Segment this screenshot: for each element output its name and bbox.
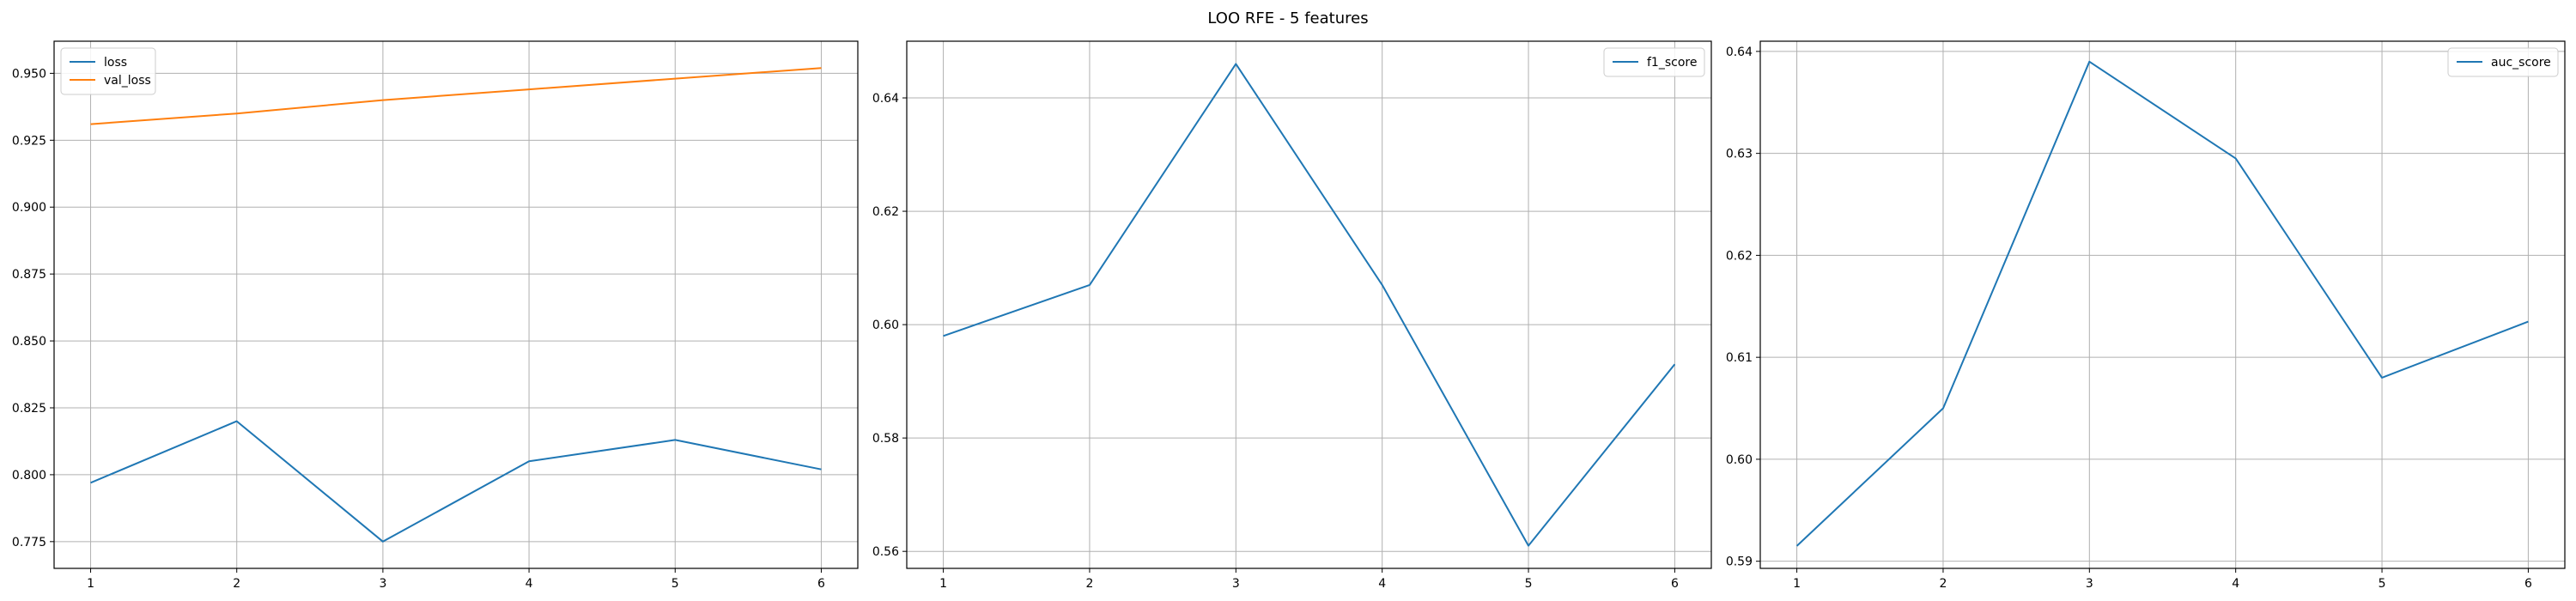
x-tick-label: 1 xyxy=(1793,577,1801,591)
y-tick-label: 0.61 xyxy=(1726,351,1753,365)
y-tick-label: 0.825 xyxy=(12,402,46,416)
legend-label: loss xyxy=(104,56,127,70)
auc-score-chart-panel: 1 2 3 4 5 6 0.59 0.60 0.61 0.62 0.63 0.64 auc_score xyxy=(1726,40,2566,591)
legend: f1_score xyxy=(1603,47,1705,77)
y-tick-label: 0.925 xyxy=(12,134,46,148)
x-tick-label: 6 xyxy=(817,577,825,591)
x-tick-label: 1 xyxy=(87,577,94,591)
y-tick-label: 0.800 xyxy=(12,469,46,483)
series-line-loss xyxy=(90,420,822,543)
y-tick-label: 0.950 xyxy=(12,67,46,81)
x-tick-label: 5 xyxy=(1525,577,1533,591)
legend-box xyxy=(2447,47,2559,77)
figure-title: LOO RFE - 5 features xyxy=(1207,9,1368,27)
legend-box xyxy=(1603,47,1705,77)
x-tick-label: 6 xyxy=(2524,577,2532,591)
legend-label: auc_score xyxy=(2491,56,2551,70)
y-tick-label: 0.900 xyxy=(12,201,46,215)
x-tick-label: 5 xyxy=(2379,577,2386,591)
y-tick-label: 0.58 xyxy=(872,432,899,446)
series-line-val-loss xyxy=(90,67,822,125)
y-tick-label: 0.60 xyxy=(1726,453,1753,467)
x-tick-label: 6 xyxy=(1671,577,1679,591)
x-tick-label: 1 xyxy=(939,577,947,591)
y-tick-label: 0.59 xyxy=(1726,555,1753,569)
f1-score-chart-panel: 1 2 3 4 5 6 0.56 0.58 0.60 0.62 0.64 f1_score xyxy=(872,40,1712,591)
series-line-auc-score xyxy=(1795,60,2529,547)
axes-frame xyxy=(1759,40,2566,569)
series-line-f1-score xyxy=(943,63,1676,547)
legend-label: val_loss xyxy=(104,74,151,88)
axes-frame xyxy=(53,40,859,569)
y-tick-label: 0.64 xyxy=(1726,46,1753,59)
legend-box xyxy=(60,47,156,95)
x-tick-label: 2 xyxy=(1085,577,1093,591)
x-tick-label: 3 xyxy=(2086,577,2093,591)
y-tick-label: 0.62 xyxy=(872,205,899,219)
y-tick-label: 0.63 xyxy=(1726,148,1753,161)
y-tick-label: 0.775 xyxy=(12,536,46,549)
y-tick-label: 0.60 xyxy=(872,319,899,332)
x-tick-label: 2 xyxy=(1939,577,1947,591)
y-tick-label: 0.56 xyxy=(872,545,899,559)
axes-frame xyxy=(906,40,1712,569)
x-tick-label: 3 xyxy=(379,577,386,591)
loss-chart-panel: 1 2 3 4 5 6 0.775 0.800 0.825 0.850 0.875 0.900 0.92… xyxy=(12,40,859,591)
y-tick-label: 0.850 xyxy=(12,335,46,349)
x-tick-label: 3 xyxy=(1232,577,1240,591)
x-tick-label: 2 xyxy=(233,577,240,591)
x-tick-label: 5 xyxy=(671,577,679,591)
y-tick-label: 0.64 xyxy=(872,92,899,106)
x-tick-label: 4 xyxy=(2232,577,2239,591)
x-tick-label: 4 xyxy=(526,577,533,591)
legend-label: f1_score xyxy=(1647,56,1697,70)
x-tick-label: 4 xyxy=(1378,577,1386,591)
legend: loss val_loss xyxy=(60,47,156,95)
legend: auc_score xyxy=(2447,47,2559,77)
y-tick-label: 0.875 xyxy=(12,268,46,282)
y-tick-label: 0.62 xyxy=(1726,249,1753,263)
